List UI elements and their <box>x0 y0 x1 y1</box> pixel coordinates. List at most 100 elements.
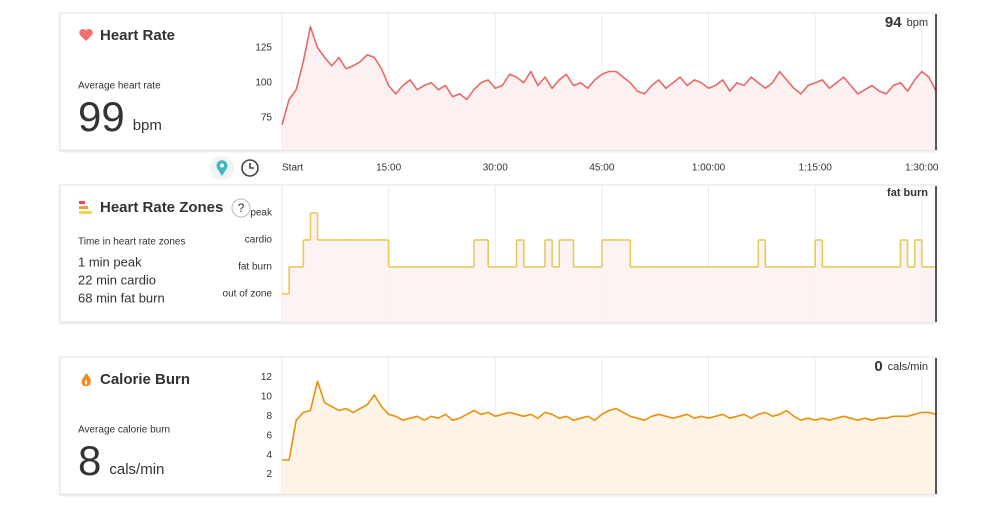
current-unit: bpm <box>907 17 928 29</box>
chart-1: Heart Rate Zones Time in heart rate zones… <box>78 186 937 322</box>
step-area <box>395 266 403 322</box>
area <box>282 26 936 151</box>
step-area <box>808 266 816 322</box>
step-area <box>850 266 858 322</box>
step-area <box>331 239 339 322</box>
step-area <box>360 239 368 322</box>
y-tick-label: 2 <box>266 469 272 480</box>
step-area <box>481 239 489 322</box>
step-area <box>388 266 396 322</box>
step-area <box>573 266 581 322</box>
step-area <box>296 266 304 322</box>
summary-line: 68 min fat burn <box>78 290 165 305</box>
y-tick-label: fat burn <box>238 262 272 273</box>
step-area <box>289 266 297 322</box>
card-title: Calorie Burn <box>100 371 190 388</box>
step-area <box>424 266 432 322</box>
current-zone: fat burn <box>887 187 928 199</box>
step-area <box>466 266 474 322</box>
step-area <box>566 239 574 322</box>
area <box>282 381 936 494</box>
step-area <box>282 293 290 322</box>
step-area <box>836 266 844 322</box>
step-area <box>580 266 588 322</box>
step-area <box>772 266 780 322</box>
step-area <box>907 266 915 322</box>
step-area <box>402 266 410 322</box>
x-tick-label: 1:15:00 <box>798 163 832 174</box>
x-tick-label: 1:30:00 <box>905 163 939 174</box>
step-area <box>488 266 496 322</box>
step-area <box>687 266 695 322</box>
step-area <box>857 266 865 322</box>
step-area <box>310 212 318 322</box>
step-area <box>537 266 546 322</box>
step-area <box>758 239 766 322</box>
y-tick-label: peak <box>250 208 273 219</box>
step-area <box>672 266 681 322</box>
y-tick-label: 12 <box>261 372 273 383</box>
step-area <box>701 266 709 322</box>
step-area <box>843 266 851 322</box>
step-area <box>530 266 538 322</box>
step-area <box>552 266 560 322</box>
step-area <box>729 266 737 322</box>
summary-line: 22 min cardio <box>78 272 156 287</box>
y-tick-label: 6 <box>266 430 272 441</box>
time-button[interactable] <box>241 159 259 177</box>
step-area <box>800 266 809 322</box>
y-tick-label: 75 <box>261 112 273 123</box>
step-area <box>864 266 873 322</box>
x-tick-label: 30:00 <box>483 163 508 174</box>
step-area <box>509 266 517 322</box>
step-area <box>303 239 311 322</box>
summary-value: 99 bpm <box>78 93 162 140</box>
heart-icon <box>79 29 93 41</box>
card-title: Heart Rate Zones <box>100 199 223 216</box>
x-tick-label: 1:00:00 <box>692 163 726 174</box>
step-area <box>324 239 332 322</box>
step-area <box>381 239 389 322</box>
step-area <box>338 239 346 322</box>
line <box>281 25 937 126</box>
step-area <box>900 239 908 322</box>
step-area <box>374 239 382 322</box>
step-area <box>815 239 823 322</box>
step-area <box>921 266 929 322</box>
step-area <box>516 239 524 322</box>
y-tick-label: cardio <box>245 235 273 246</box>
step-area <box>623 239 631 322</box>
help-button[interactable] <box>231 198 251 218</box>
summary-label: Time in heart rate zones <box>78 237 185 248</box>
step-area <box>452 266 460 322</box>
step-area <box>353 239 361 322</box>
step-area <box>473 239 482 322</box>
step-area <box>417 266 425 322</box>
step-area <box>409 266 418 322</box>
step-area <box>630 266 638 322</box>
step-area <box>879 266 887 322</box>
step-area <box>694 266 702 322</box>
step-area <box>928 266 936 322</box>
step-area <box>886 266 894 322</box>
step-area <box>680 266 688 322</box>
step-area <box>616 239 624 322</box>
help-icon: ? <box>238 201 245 215</box>
step-area <box>609 239 617 322</box>
summary-unit: cals/min <box>109 461 164 478</box>
y-tick-label: 100 <box>255 77 272 88</box>
y-tick-label: 8 <box>266 411 272 422</box>
card-title: Heart Rate <box>100 27 175 44</box>
step-area <box>715 266 723 322</box>
y-tick-label: out of zone <box>223 289 273 300</box>
step-area <box>644 266 652 322</box>
step-area <box>665 266 673 322</box>
step-area <box>502 266 510 322</box>
location-button[interactable] <box>210 156 234 180</box>
step-area <box>459 266 467 322</box>
step-area <box>786 266 794 322</box>
step-area <box>438 266 446 322</box>
